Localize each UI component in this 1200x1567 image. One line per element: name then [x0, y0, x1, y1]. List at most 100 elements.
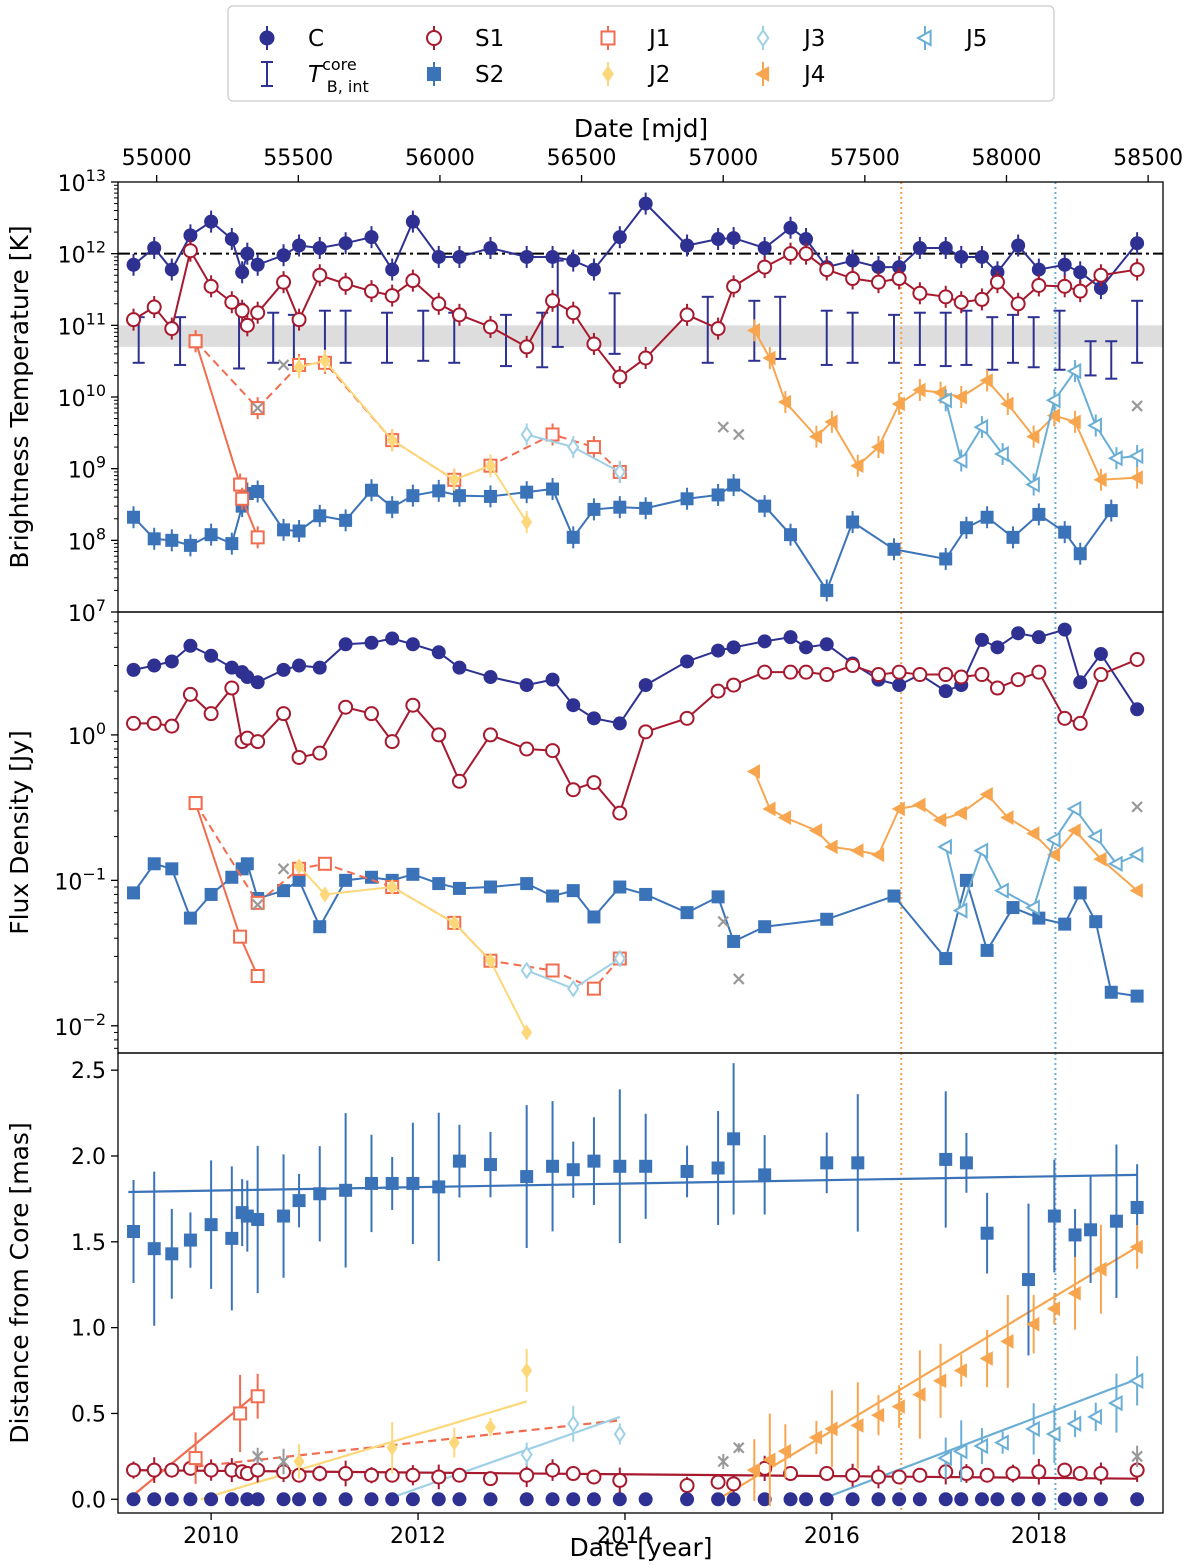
- shaded-band: [118, 325, 1163, 347]
- data-point-j4: [979, 1351, 993, 1366]
- data-point-c: [612, 230, 627, 245]
- data-point-s1: [974, 291, 990, 307]
- top-axis-label: Date [mjd]: [574, 114, 708, 143]
- data-point-s2: [127, 1225, 141, 1239]
- y-tick-label: 1011: [58, 309, 106, 340]
- data-point-j4: [933, 812, 947, 828]
- data-point-j2: [521, 1362, 533, 1379]
- data-point-s1: [203, 1462, 219, 1478]
- data-point-j5: [1087, 417, 1102, 434]
- data-point-s1: [565, 1466, 581, 1482]
- legend-marker: [915, 29, 932, 47]
- data-point-s2: [851, 1156, 865, 1170]
- data-point-c: [1057, 1492, 1072, 1507]
- legend-label: J4: [802, 62, 825, 88]
- data-point-c: [385, 631, 400, 646]
- data-point-s2: [406, 867, 420, 881]
- data-point-c: [757, 240, 772, 255]
- fit-line-j5: [821, 1378, 1138, 1501]
- data-point-s2: [292, 1194, 306, 1208]
- data-point-j2: [521, 514, 533, 531]
- legend-marker: [600, 30, 616, 46]
- data-point-j3: [613, 949, 626, 968]
- data-point-s1: [545, 1462, 561, 1478]
- data-point-j4: [746, 764, 761, 779]
- data-point-j5: [1025, 1420, 1040, 1438]
- data-point-s1: [989, 274, 1005, 290]
- fit-line-j4: [717, 1246, 1138, 1501]
- data-point-c: [431, 645, 446, 660]
- data-point-s2: [680, 1164, 694, 1178]
- tb-int-range: [1053, 309, 1066, 371]
- data-point-j5: [994, 882, 1009, 899]
- data-point-s2: [639, 887, 653, 901]
- data-point-s2: [1068, 1228, 1082, 1242]
- data-point-c: [312, 660, 327, 675]
- data-point-s2: [165, 862, 179, 876]
- data-point-s1: [431, 727, 447, 743]
- data-point-j2: [448, 1434, 460, 1451]
- data-point-c: [757, 634, 772, 649]
- data-point-j4: [1067, 414, 1081, 430]
- y-tick-label: 109: [68, 453, 106, 484]
- data-point-s2: [758, 920, 772, 934]
- data-point-c: [954, 249, 969, 264]
- data-point-s1: [384, 734, 400, 750]
- data-point-j5: [1045, 831, 1061, 849]
- data-point-c: [845, 1492, 860, 1507]
- data-point-j2: [293, 858, 305, 875]
- data-point-j4: [933, 1373, 947, 1389]
- data-point-c: [364, 635, 379, 650]
- data-point-j3: [567, 438, 580, 457]
- data-point-s2: [784, 528, 798, 542]
- series-line-j5: [944, 368, 1138, 487]
- data-point-c: [990, 1492, 1005, 1507]
- tb-int-range: [417, 309, 430, 362]
- data-point-j3: [613, 1425, 626, 1443]
- data-point-s2: [406, 489, 420, 503]
- data-point-c: [126, 662, 141, 677]
- data-point-c: [638, 1492, 653, 1507]
- data-point-s1: [845, 658, 861, 674]
- data-point-j4: [746, 1462, 761, 1478]
- data-point-s1: [405, 273, 421, 289]
- data-point-c: [147, 658, 162, 673]
- data-point-s1: [384, 288, 400, 304]
- data-point-c: [566, 1492, 581, 1507]
- panel-frame: [117, 611, 1164, 1054]
- data-point-s1: [126, 715, 142, 731]
- data-point-c: [545, 1492, 560, 1507]
- data-point-s1: [783, 1466, 799, 1482]
- legend-marker: [602, 65, 614, 83]
- series-j4: [746, 764, 1143, 898]
- data-point-s2: [1130, 1200, 1144, 1214]
- data-point-s2: [820, 1156, 834, 1170]
- bottom-axis-label: Date [year]: [570, 1533, 713, 1562]
- data-point-c: [1011, 626, 1026, 641]
- data-point-unassigned: [717, 421, 730, 433]
- data-point-s2: [225, 537, 239, 551]
- data-point-s2: [1084, 1223, 1098, 1237]
- series-s2: [127, 857, 1144, 1003]
- data-point-c: [726, 640, 741, 655]
- data-point-j4: [808, 823, 823, 838]
- data-point-c: [892, 1492, 907, 1507]
- data-point-c: [164, 654, 179, 669]
- legend-label: J2: [647, 62, 670, 88]
- data-point-s1: [612, 369, 628, 385]
- data-point-j5: [1025, 476, 1040, 493]
- data-point-c: [338, 1492, 353, 1507]
- top-axis-tick-label: 57000: [688, 146, 758, 171]
- legend-entry-j2: J2: [602, 62, 670, 88]
- data-point-j4: [979, 373, 993, 388]
- data-point-s2: [204, 528, 218, 542]
- data-point-j2: [319, 352, 331, 369]
- data-point-c: [1031, 262, 1046, 277]
- data-point-s1: [845, 1467, 861, 1483]
- series-s1: [126, 239, 1145, 389]
- data-point-s2: [1089, 915, 1103, 929]
- legend-entry-j4: J4: [754, 62, 825, 88]
- data-point-s1: [1057, 1462, 1073, 1478]
- data-point-c: [126, 1492, 141, 1507]
- data-point-c: [452, 1492, 467, 1507]
